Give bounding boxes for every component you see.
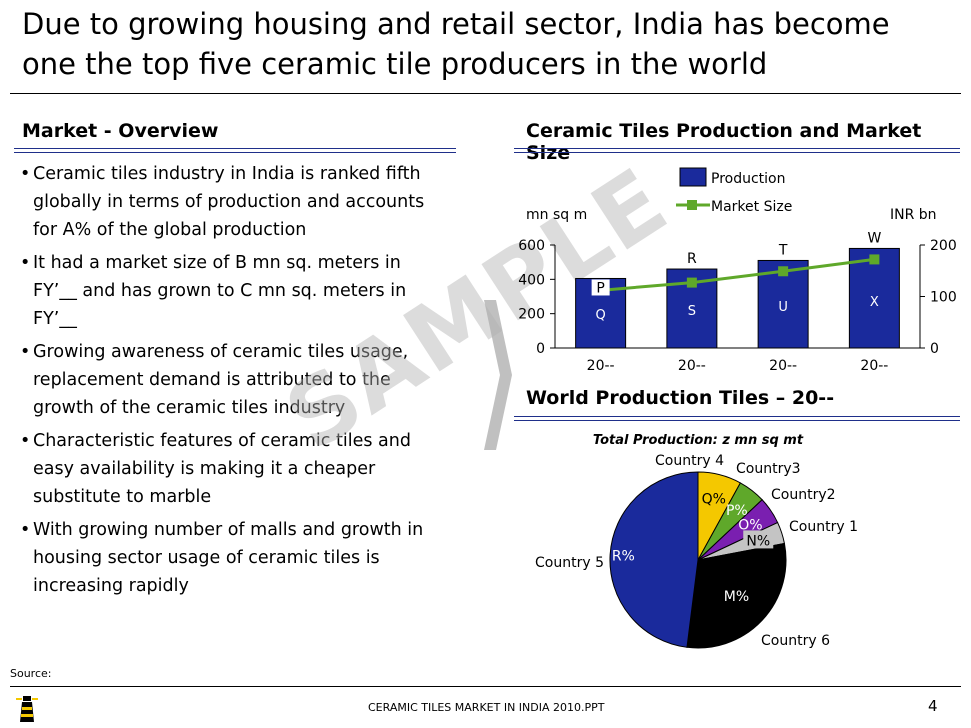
left-axis-unit: mn sq m (526, 207, 587, 223)
pie-subtitle: Total Production: z mn sq mt (593, 433, 804, 448)
overview-heading-rule (14, 148, 456, 153)
pie-country-label: Country 5 (535, 555, 604, 571)
world-production-heading-rule (514, 416, 960, 421)
overview-heading: Market - Overview (22, 120, 219, 142)
market-size-label-box (774, 241, 793, 258)
right-tick-label: 200 (930, 238, 957, 254)
legend-production-label: Production (711, 171, 785, 187)
right-tick-label: 100 (930, 290, 957, 306)
left-tick-label: 0 (536, 341, 545, 357)
overview-bullet: With growing number of malls and growth … (20, 516, 450, 600)
pie-percent-label: N% (746, 533, 770, 549)
category-tick-label: 20-- (587, 358, 615, 374)
pie-slice (686, 542, 787, 649)
chevron-arrow-icon (484, 300, 512, 450)
pie-country-label: Country2 (771, 487, 836, 503)
production-bar-label: U (778, 300, 788, 315)
pie-percent-box (743, 530, 774, 549)
title-divider (10, 93, 961, 94)
production-bar-label: Q (596, 308, 606, 323)
pie-percent-label: M% (724, 589, 749, 605)
page-number: 4 (928, 697, 938, 715)
left-tick-label: 600 (518, 238, 545, 254)
overview-bullet: Ceramic tiles industry in India is ranke… (20, 160, 450, 244)
pie-percent-label: P% (726, 503, 748, 519)
market-size-line (600, 257, 875, 292)
market-size-marker (869, 254, 880, 265)
left-tick-label: 200 (518, 307, 545, 323)
right-tick-label: 0 (930, 341, 939, 357)
pie-country-label: Country 1 (789, 519, 858, 535)
production-bar-label: S (688, 304, 696, 319)
lighthouse-logo-icon (16, 696, 38, 722)
market-size-label: W (867, 230, 881, 246)
right-axis-unit: INR bn (890, 207, 937, 223)
overview-bullet: Characteristic features of ceramic tiles… (20, 427, 450, 511)
world-production-heading: World Production Tiles – 20-- (526, 387, 835, 409)
left-tick-label: 400 (518, 272, 545, 288)
overview-bullet-list: Ceramic tiles industry in India is ranke… (20, 160, 450, 605)
legend-market-marker (687, 200, 697, 210)
production-bar (848, 247, 900, 349)
market-size-label-box (865, 229, 884, 246)
production-market-chart: Production Market Size mn sq m INR bn 0 2… (518, 167, 957, 374)
pie-percent-label: O% (738, 517, 762, 533)
production-chart-heading: Ceramic Tiles Production and Market Size (526, 120, 922, 164)
production-bar (666, 268, 718, 349)
market-size-label: R (687, 251, 697, 267)
production-bar-label: X (870, 295, 879, 310)
pie-percent-label: Q% (702, 492, 726, 508)
market-size-label: T (778, 242, 788, 258)
overview-bullet: Growing awareness of ceramic tiles usage… (20, 338, 450, 422)
pie-slice (609, 471, 699, 648)
category-tick-label: 20-- (678, 358, 706, 374)
legend-market-label: Market Size (711, 199, 792, 215)
category-tick-label: 20-- (769, 358, 797, 374)
footer-divider (10, 686, 961, 687)
category-tick-label: 20-- (860, 358, 888, 374)
market-size-label: P (596, 280, 604, 296)
pie-country-label: Country 4 (655, 453, 724, 469)
pie-country-label: Country 6 (761, 633, 830, 649)
overview-bullet: It had a market size of B mn sq. meters … (20, 249, 450, 333)
production-chart-heading-rule (514, 148, 960, 153)
source-note: Source: (10, 667, 52, 680)
legend-production-swatch (679, 167, 707, 187)
slide-title: Due to growing housing and retail sector… (22, 7, 890, 81)
world-production-pie: Total Production: z mn sq mt Q% Country 4… (535, 433, 858, 649)
market-size-label-box (682, 250, 701, 267)
footer-filename: CERAMIC TILES MARKET IN INDIA 2010.PPT (368, 701, 605, 714)
market-size-marker (778, 266, 789, 277)
pie-country-label: Country3 (736, 461, 801, 477)
pie-percent-label: R% (612, 548, 635, 564)
market-size-marker (686, 277, 697, 288)
market-size-label-box (591, 279, 610, 296)
